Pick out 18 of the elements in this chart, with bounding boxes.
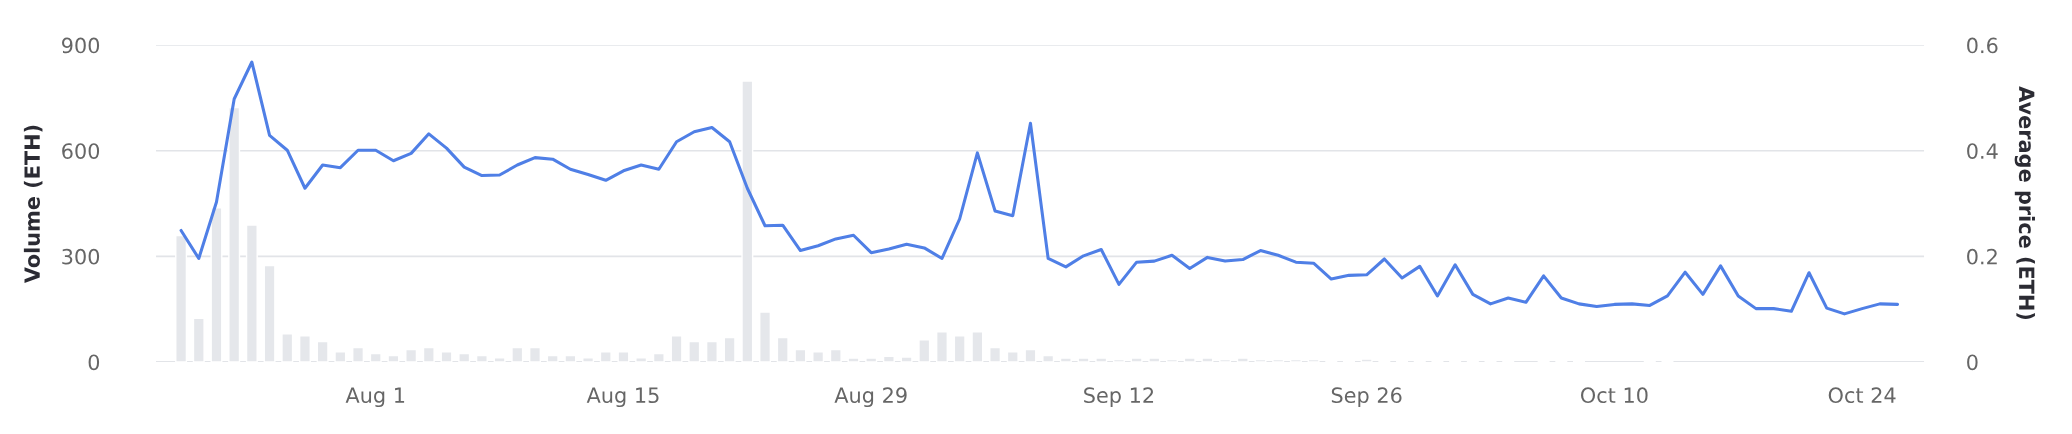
y2-tick-label: 0.2 [1967,248,1997,265]
y-tick-label: 600 [62,143,100,159]
x-tick-label: Oct 24 [1828,387,1896,404]
x-tick-label: Aug 15 [586,387,659,408]
line-series [179,60,1900,316]
x-tick-label: Aug 1 [345,387,405,408]
x-tick-label: Sep 12 [1084,387,1154,408]
x-tick-label: Aug 29 [834,387,907,408]
x-tick-label: Sep 26 [1331,387,1402,408]
y-axis-title: Volume (ETH) [23,125,43,284]
y-tick-label: 900 [62,37,100,54]
y-tick-label: 0 [88,354,100,371]
y2-tick-label: 0.4 [1967,143,1998,159]
y2-tick-label: 0.6 [1967,37,1998,54]
y-tick-label: 300 [62,248,100,265]
y2-tick-label: 0 [1967,354,1978,371]
x-tick-label: Oct 10 [1580,387,1648,404]
y2-axis-title: Average price (ETH) [2014,86,2035,320]
